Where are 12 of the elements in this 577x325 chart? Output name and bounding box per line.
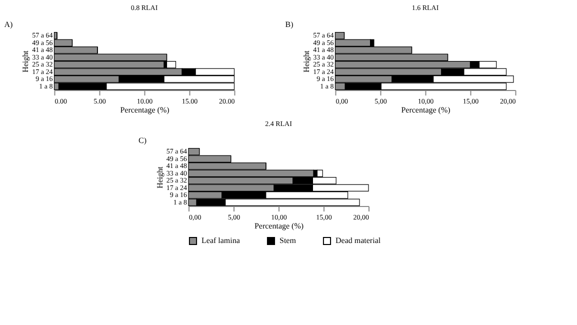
y-axis-title: Height <box>302 50 312 72</box>
legend-label: Stem <box>280 236 297 245</box>
x-axis-title: Percentage (%) <box>120 106 170 114</box>
x-axis-title: Percentage (%) <box>254 222 304 230</box>
y-axis-title: Height <box>21 50 30 72</box>
text: A) <box>4 20 14 29</box>
x-axis-title: Percentage (%) <box>401 106 451 114</box>
y-axis-title: Height <box>155 166 164 188</box>
text: C) <box>138 136 147 145</box>
legend-label: Dead material <box>336 236 382 245</box>
text: B) <box>285 20 294 29</box>
legend-label: Leaf lamina <box>202 236 240 245</box>
